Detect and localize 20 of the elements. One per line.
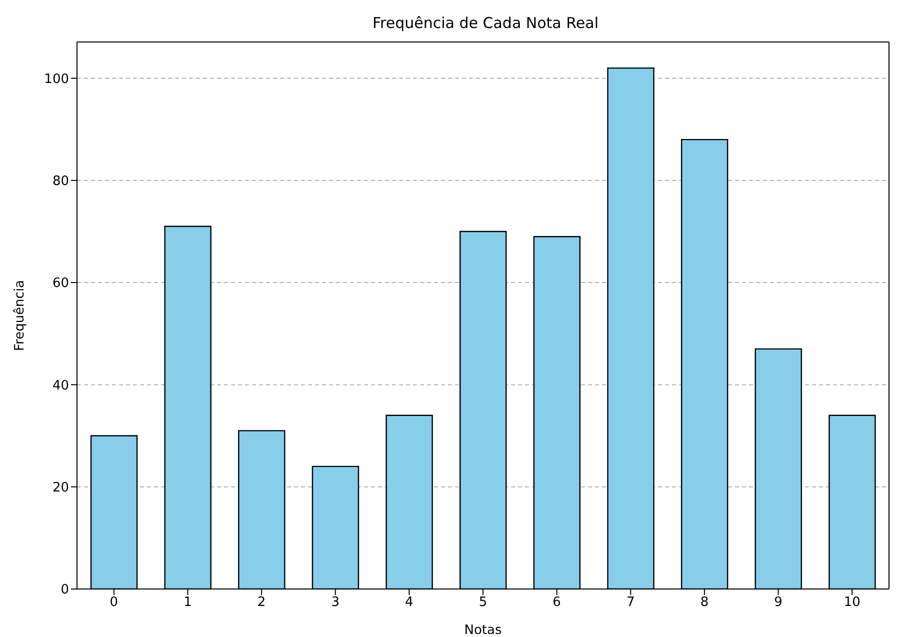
x-tick-label: 10 [844,595,860,610]
x-tick-label: 6 [552,595,561,610]
x-tick-label: 1 [184,595,192,610]
y-tick-label: 20 [52,480,69,496]
y-tick-label: 100 [44,72,69,87]
x-tick-label: 2 [257,595,266,610]
x-axis-title: Notas [464,623,502,637]
x-tick-label: 3 [331,595,340,610]
y-tick-label: 0 [60,582,69,598]
y-tick-label: 80 [52,174,69,190]
y-tick-label: 60 [52,276,69,292]
x-tick-label: 0 [110,595,118,610]
x-tick-label: 5 [478,595,488,610]
x-tick-label: 4 [405,595,414,610]
y-tick-label: 40 [52,378,69,394]
y-axis-title: Frequência [12,280,28,352]
x-tick-label: 7 [626,595,635,610]
x-tick-label: 8 [700,595,709,610]
x-tick-label: 9 [774,595,782,610]
chart-title: Frequência de Cada Nota Real [372,13,600,34]
